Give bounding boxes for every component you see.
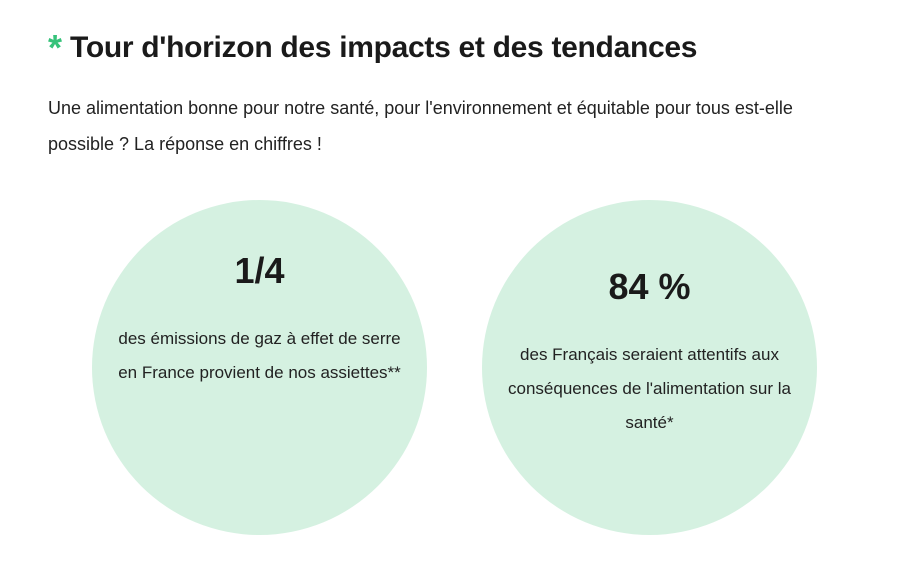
asterisk-icon: * (48, 30, 62, 66)
heading-row: * Tour d'horizon des impacts et des tend… (48, 30, 861, 66)
stat-circle-attention: 84 % des Français seraient attentifs aux… (482, 200, 817, 535)
page-title: Tour d'horizon des impacts et des tendan… (70, 31, 697, 65)
stat-value: 84 % (608, 266, 690, 308)
stat-label: des Français seraient attentifs aux cons… (500, 338, 800, 440)
subtitle-text: Une alimentation bonne pour notre santé,… (48, 90, 861, 162)
stats-row: 1/4 des émissions de gaz à effet de serr… (48, 200, 861, 535)
stat-value: 1/4 (234, 250, 284, 292)
stat-label: des émissions de gaz à effet de serre en… (110, 322, 410, 390)
stat-circle-emissions: 1/4 des émissions de gaz à effet de serr… (92, 200, 427, 535)
